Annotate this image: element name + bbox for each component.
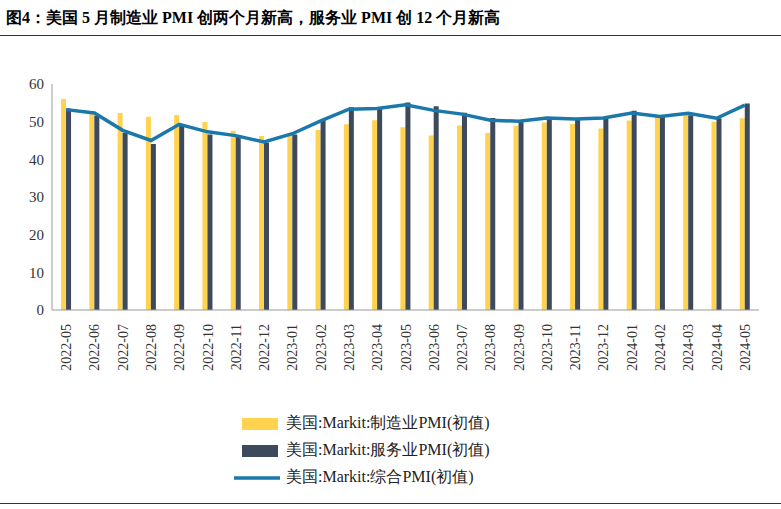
svg-text:2022-05: 2022-05 (59, 324, 74, 371)
svg-text:2024-01: 2024-01 (625, 324, 640, 371)
svg-text:30: 30 (29, 189, 44, 205)
svg-text:2023-12: 2023-12 (596, 324, 611, 371)
svg-text:2023-01: 2023-01 (285, 324, 300, 371)
svg-text:2023-04: 2023-04 (370, 324, 385, 371)
svg-text:2022-06: 2022-06 (87, 324, 102, 371)
svg-text:2022-07: 2022-07 (116, 324, 131, 371)
svg-text:2023-02: 2023-02 (314, 324, 329, 371)
svg-text:2022-12: 2022-12 (257, 324, 272, 371)
svg-text:2022-08: 2022-08 (144, 324, 159, 371)
svg-text:2023-05: 2023-05 (399, 324, 414, 371)
svg-text:50: 50 (29, 114, 44, 130)
html-text:美国:Markit:服务业PMI(初值): 美国:Markit:服务业PMI(初值) (286, 441, 490, 458)
html-text:美国:Markit:综合PMI(初值): 美国:Markit:综合PMI(初值) (286, 468, 474, 485)
svg-text:40: 40 (29, 152, 44, 168)
svg-text:2023-09: 2023-09 (512, 324, 527, 371)
svg-text:2024-02: 2024-02 (653, 324, 668, 371)
svg-text:10: 10 (29, 265, 44, 281)
svg-text:2023-06: 2023-06 (427, 324, 442, 371)
svg-text:2023-10: 2023-10 (540, 324, 555, 371)
svg-text:2022-09: 2022-09 (172, 324, 187, 371)
svg-text:60: 60 (29, 78, 44, 92)
svg-text:2023-03: 2023-03 (342, 324, 357, 371)
svg-text:2024-05: 2024-05 (738, 324, 753, 371)
svg-text:0: 0 (37, 302, 45, 318)
html-text:美国:Markit:制造业PMI(初值): 美国:Markit:制造业PMI(初值) (286, 414, 490, 431)
svg-text:2023-08: 2023-08 (483, 324, 498, 371)
svg-text:2023-11: 2023-11 (568, 324, 583, 370)
html-text:图4：美国 5 月制造业 PMI 创两个月新高，服务业 PM: 图4：美国 5 月制造业 PMI 创两个月新高，服务业 PMI 创 12 个月新… (6, 9, 501, 26)
svg-text:2024-03: 2024-03 (681, 324, 696, 371)
svg-text:2023-07: 2023-07 (455, 324, 470, 371)
svg-text:20: 20 (29, 227, 44, 243)
svg-text:2024-04: 2024-04 (710, 324, 725, 371)
svg-text:2022-10: 2022-10 (201, 324, 216, 371)
svg-text:2022-11: 2022-11 (229, 324, 244, 370)
